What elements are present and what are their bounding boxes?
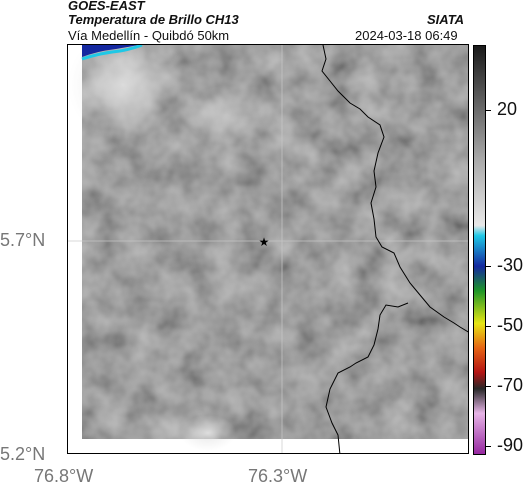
star-marker[interactable]: ★ [259, 235, 270, 249]
lon-label-76-8: 76.8°W [34, 466, 94, 486]
satellite-name: GOES-EAST [68, 0, 145, 13]
organization-label: SIATA [427, 12, 465, 27]
colorbar-tick [486, 326, 491, 327]
location-caption: Vía Medellín - Quibdó 50km [68, 28, 230, 43]
colorbar-tick [486, 446, 491, 447]
department-border [321, 45, 468, 333]
timestamp: 2024-03-18 06:49 [355, 28, 458, 43]
colorbar-label-minus-70: -70 [497, 375, 524, 395]
cold-cloud-top [82, 45, 138, 57]
colorbar-tick [486, 386, 491, 387]
colorbar-tick [486, 266, 491, 267]
lon-label-76-3: 76.3°W [248, 466, 308, 486]
cold-cloud-edge [81, 45, 143, 61]
temperature-colorbar [473, 45, 486, 455]
product-title: Temperatura de Brillo CH13 [68, 12, 239, 27]
colorbar-label-minus-30: -30 [497, 255, 524, 275]
satellite-map[interactable]: ★ [67, 44, 469, 454]
colorbar-tick [486, 110, 491, 111]
bright-cloud-n [183, 85, 273, 145]
map-canvas: ★ [68, 45, 468, 453]
colorbar-label-20: 20 [497, 99, 518, 119]
colorbar-label-minus-90: -90 [497, 435, 524, 455]
colorbar-label-minus-50: -50 [497, 315, 524, 335]
bright-cloud-nw [68, 45, 178, 140]
bright-cloud-s [180, 415, 236, 451]
department-border-2 [325, 302, 409, 453]
lat-label-5-7: 5.7°N [0, 230, 46, 250]
lat-label-5-2: 5.2°N [0, 444, 46, 464]
